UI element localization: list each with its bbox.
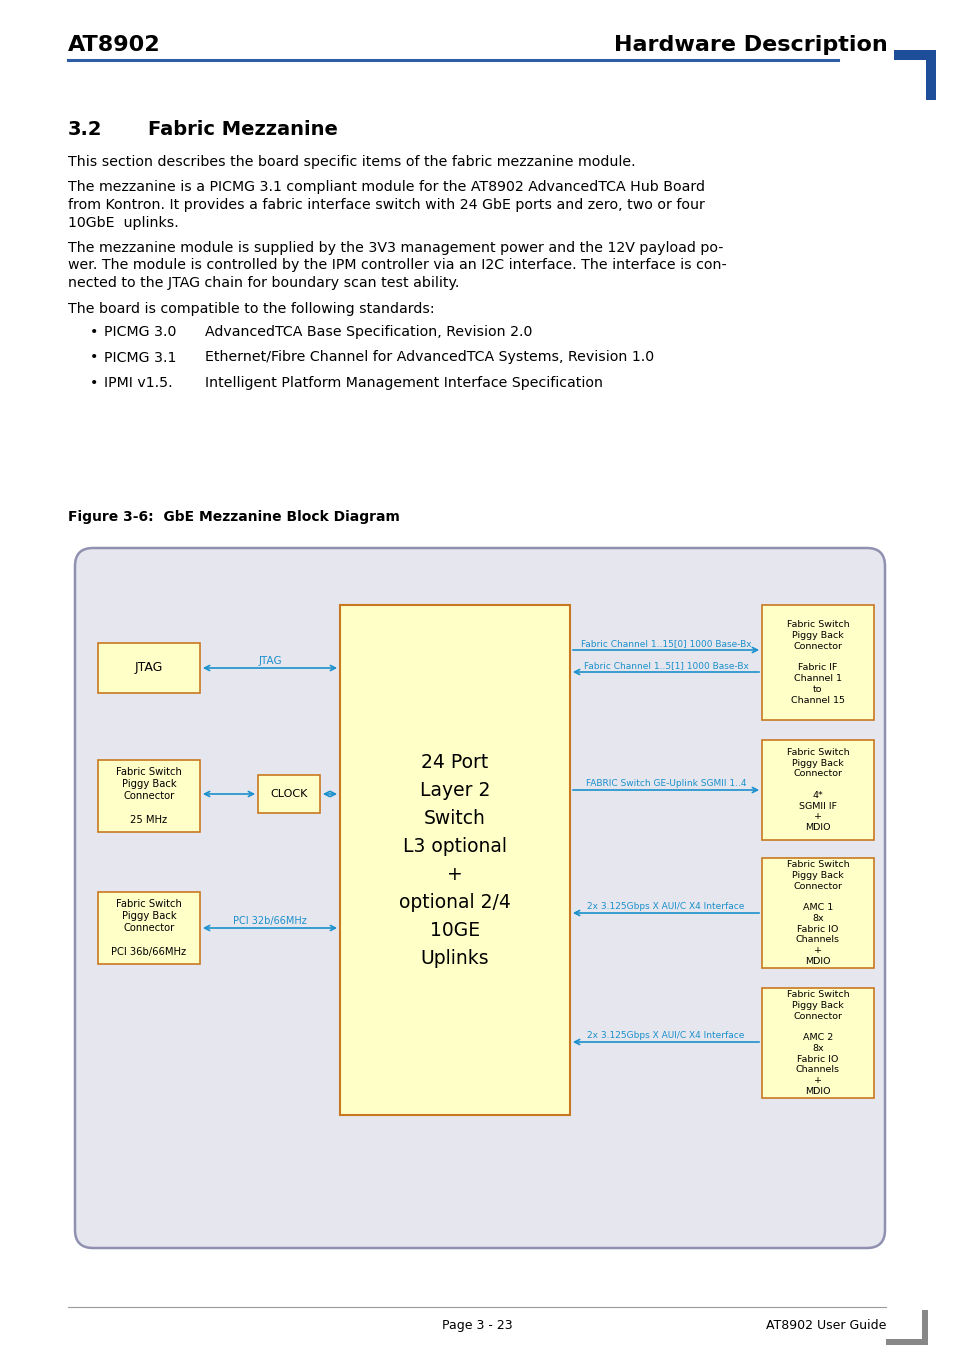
Text: PCI 32b/66MHz: PCI 32b/66MHz <box>233 916 307 925</box>
Text: •: • <box>90 376 98 390</box>
Text: 2x 3.125Gbps X AUI/C X4 Interface: 2x 3.125Gbps X AUI/C X4 Interface <box>587 1031 744 1040</box>
Text: Intelligent Platform Management Interface Specification: Intelligent Platform Management Interfac… <box>205 376 602 390</box>
Text: Fabric Switch
Piggy Back
Connector

AMC 1
8x
Fabric IO
Channels
+
MDIO: Fabric Switch Piggy Back Connector AMC 1… <box>786 861 848 966</box>
Text: Hardware Description: Hardware Description <box>614 35 887 55</box>
Text: Fabric Channel 1..15[0] 1000 Base-Bx: Fabric Channel 1..15[0] 1000 Base-Bx <box>580 639 751 648</box>
FancyBboxPatch shape <box>257 775 319 813</box>
Text: The mezzanine module is supplied by the 3V3 management power and the 12V payload: The mezzanine module is supplied by the … <box>68 240 722 255</box>
Text: IPMI v1.5.: IPMI v1.5. <box>104 376 172 390</box>
Bar <box>885 1339 927 1346</box>
FancyBboxPatch shape <box>761 740 873 840</box>
Text: Fabric Switch
Piggy Back
Connector

Fabric IF
Channel 1
to
Channel 15: Fabric Switch Piggy Back Connector Fabri… <box>786 620 848 705</box>
Text: JTAG: JTAG <box>258 657 281 666</box>
Bar <box>893 50 935 59</box>
Text: CLOCK: CLOCK <box>270 789 308 798</box>
Bar <box>925 50 935 100</box>
Text: nected to the JTAG chain for boundary scan test ability.: nected to the JTAG chain for boundary sc… <box>68 276 459 290</box>
Text: AT8902 User Guide: AT8902 User Guide <box>765 1319 885 1332</box>
Text: •: • <box>90 326 98 339</box>
Text: 3.2: 3.2 <box>68 120 102 139</box>
Text: AdvancedTCA Base Specification, Revision 2.0: AdvancedTCA Base Specification, Revision… <box>205 326 532 339</box>
Text: wer. The module is controlled by the IPM controller via an I2C interface. The in: wer. The module is controlled by the IPM… <box>68 258 726 273</box>
Text: 10GbE  uplinks.: 10GbE uplinks. <box>68 216 178 230</box>
Text: The mezzanine is a PICMG 3.1 compliant module for the AT8902 AdvancedTCA Hub Boa: The mezzanine is a PICMG 3.1 compliant m… <box>68 181 704 195</box>
Text: Page 3 - 23: Page 3 - 23 <box>441 1319 512 1332</box>
Text: JTAG: JTAG <box>134 662 163 674</box>
Text: Fabric Switch
Piggy Back
Connector

4*
SGMII IF
+
MDIO: Fabric Switch Piggy Back Connector 4* SG… <box>786 748 848 832</box>
Text: AT8902: AT8902 <box>68 35 160 55</box>
Text: from Kontron. It provides a fabric interface switch with 24 GbE ports and zero, : from Kontron. It provides a fabric inter… <box>68 199 704 212</box>
Text: Fabric Mezzanine: Fabric Mezzanine <box>148 120 337 139</box>
Text: 24 Port
Layer 2
Switch
L3 optional
+
optional 2/4
10GE
Uplinks: 24 Port Layer 2 Switch L3 optional + opt… <box>398 753 511 967</box>
FancyBboxPatch shape <box>761 988 873 1098</box>
FancyBboxPatch shape <box>761 605 873 720</box>
Text: Figure 3-6:  GbE Mezzanine Block Diagram: Figure 3-6: GbE Mezzanine Block Diagram <box>68 509 399 524</box>
FancyBboxPatch shape <box>761 858 873 969</box>
Text: Fabric Switch
Piggy Back
Connector

AMC 2
8x
Fabric IO
Channels
+
MDIO: Fabric Switch Piggy Back Connector AMC 2… <box>786 990 848 1096</box>
Text: Fabric Switch
Piggy Back
Connector

25 MHz: Fabric Switch Piggy Back Connector 25 MH… <box>116 767 182 825</box>
Text: Ethernet/Fibre Channel for AdvancedTCA Systems, Revision 1.0: Ethernet/Fibre Channel for AdvancedTCA S… <box>205 350 654 365</box>
FancyBboxPatch shape <box>98 761 200 832</box>
Text: •: • <box>90 350 98 365</box>
Text: Fabric Channel 1..5[1] 1000 Base-Bx: Fabric Channel 1..5[1] 1000 Base-Bx <box>583 661 748 670</box>
FancyBboxPatch shape <box>98 892 200 965</box>
FancyBboxPatch shape <box>98 643 200 693</box>
FancyBboxPatch shape <box>75 549 884 1248</box>
Bar <box>921 1310 927 1346</box>
Text: The board is compatible to the following standards:: The board is compatible to the following… <box>68 301 435 316</box>
Text: PICMG 3.0: PICMG 3.0 <box>104 326 176 339</box>
Text: 2x 3.125Gbps X AUI/C X4 Interface: 2x 3.125Gbps X AUI/C X4 Interface <box>587 902 744 911</box>
Text: Fabric Switch
Piggy Back
Connector

PCI 36b/66MHz: Fabric Switch Piggy Back Connector PCI 3… <box>112 898 187 957</box>
Text: FABRIC Switch GE-Uplink SGMII 1..4: FABRIC Switch GE-Uplink SGMII 1..4 <box>585 780 745 788</box>
Text: PICMG 3.1: PICMG 3.1 <box>104 350 176 365</box>
Text: This section describes the board specific items of the fabric mezzanine module.: This section describes the board specifi… <box>68 155 635 169</box>
FancyBboxPatch shape <box>339 605 569 1115</box>
